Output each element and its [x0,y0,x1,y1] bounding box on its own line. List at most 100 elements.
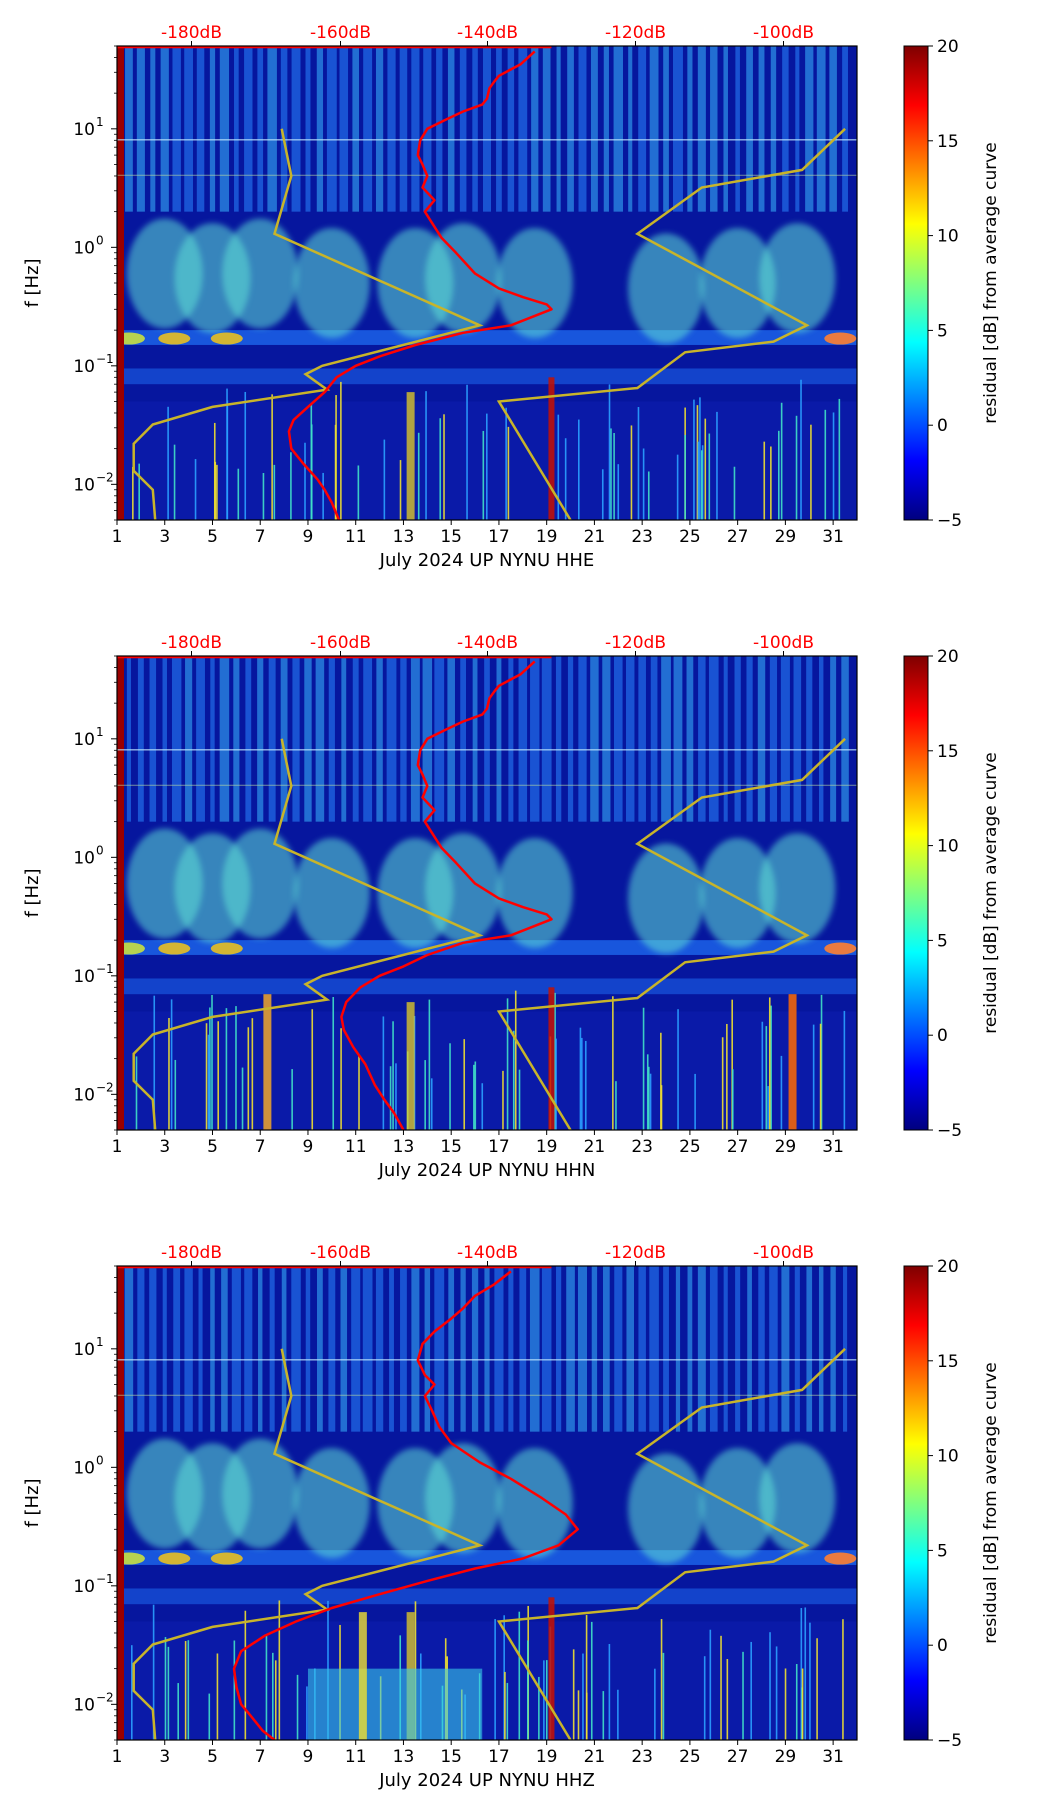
daily-streak [315,656,325,822]
y-tick-exponent: 1 [96,1335,104,1349]
top-db-label: -140dB [457,1243,518,1263]
lf-spike [482,430,485,520]
x-tick-label: 31 [822,1137,844,1157]
top-db-label: -180dB [161,633,222,653]
daily-streak [280,656,288,822]
daily-streak [258,1266,263,1432]
lf-spike [642,448,645,520]
lf-spike [708,433,711,520]
colorbar-tick-label: 0 [937,1636,948,1656]
lf-spike [676,454,679,520]
x-tick-label: 25 [679,527,701,547]
daily-streak [531,46,539,212]
daily-streak [590,656,599,822]
daily-streak [448,1266,455,1432]
lf-spike [770,1005,772,1130]
daily-streak [184,1266,193,1432]
noise-level-line [232,1270,579,1740]
daily-streak [518,46,528,212]
daily-streak [577,1266,588,1432]
daily-streak [124,1266,134,1432]
lf-spike [642,1007,645,1130]
daily-streak [735,46,740,212]
lf-spike [226,400,229,520]
energy-cloud [759,223,836,334]
daily-streak [567,656,574,822]
daily-streak [758,46,765,212]
x-tick-label: 23 [631,527,653,547]
daily-streak [472,46,478,212]
x-tick-label: 13 [393,527,415,547]
daily-streak [269,1266,275,1432]
x-tick-label: 27 [727,1137,749,1157]
top-db-label: -160dB [310,23,371,43]
daily-streak [460,656,467,822]
lf-spike [244,391,247,520]
daily-streak [245,656,252,822]
lf-spike [290,452,292,520]
model-bound-right-line [496,1347,846,1740]
lf-spike [273,464,276,520]
daily-streak [424,1266,431,1432]
daily-streak [567,46,574,212]
daily-streak [231,1266,241,1432]
lf-spike [733,466,736,520]
lf-spike [208,1040,210,1130]
lf-spike [205,1023,208,1130]
daily-streak [352,656,359,822]
daily-streak [484,1266,490,1432]
lf-spike [617,1689,619,1740]
hot-spot [210,942,243,955]
lf-spike [449,1043,451,1130]
daily-streak [735,1266,741,1432]
daily-streak [172,46,181,212]
lf-spike [358,1055,360,1130]
x-tick-label: 5 [207,527,218,547]
top-db-label: -180dB [161,23,222,43]
daily-streak [411,1266,420,1432]
lf-spike [578,419,580,520]
y-tick-exponent: −1 [96,962,114,976]
daily-streak [769,1266,778,1432]
daily-streak [317,1266,323,1432]
lf-spike [721,1037,724,1130]
daily-streak [434,1266,445,1432]
daily-streak [257,656,264,822]
daily-streak [697,1266,706,1432]
lf-spike [703,1656,706,1740]
lf-spike [395,1063,397,1130]
top-db-label: -120dB [605,633,666,653]
lf-spike [768,997,771,1130]
energy-cloud [496,838,573,948]
daily-streak [650,656,658,822]
top-db-label: -160dB [310,1243,371,1263]
daily-streak [746,46,753,212]
daily-streak [638,46,647,212]
lf-spike [504,1671,506,1740]
lf-spike [654,1668,656,1740]
colorbar-tick-label: 20 [937,647,959,667]
energy-cloud [699,1448,776,1558]
daily-streak [447,656,455,822]
lf-spike [763,441,766,520]
lf-spike [761,1021,764,1130]
x-tick-label: 9 [303,527,314,547]
daily-streak [351,1266,361,1432]
lf-spike [389,1066,392,1130]
x-tick-label: 9 [303,1137,314,1157]
lf-spike [392,1021,394,1130]
daily-streak [518,656,528,822]
x-tick-label: 17 [488,1747,510,1767]
lf-spike [704,418,707,520]
daily-streak [244,46,253,212]
lf-spike [543,1660,545,1740]
event-column [548,377,555,520]
x-tick-label: 29 [775,1137,797,1157]
x-tick-label: 11 [345,1137,367,1157]
lf-spike [271,394,273,520]
lf-spike [304,442,306,520]
lf-spike [235,1006,237,1130]
x-axis-label: July 2024 UP NYNU HHN [378,1160,596,1181]
x-tick-label: 15 [440,527,462,547]
lf-spike [399,460,402,520]
